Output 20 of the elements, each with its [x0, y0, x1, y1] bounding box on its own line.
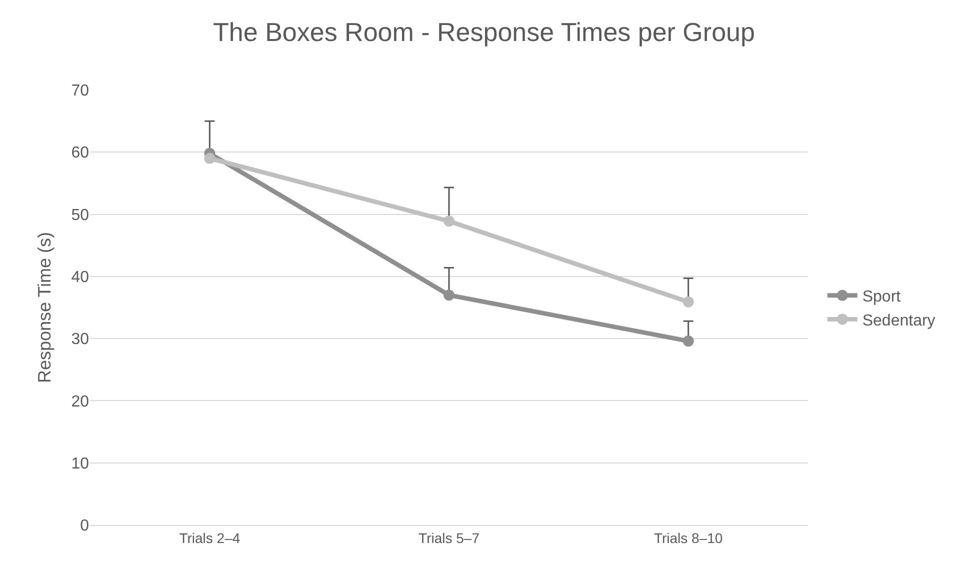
y-tick-label: 60 [71, 144, 90, 162]
point [682, 296, 694, 308]
chart-title: The Boxes Room - Response Times per Group [213, 17, 755, 48]
legend-label: Sport [862, 288, 902, 306]
legend-label: Sedentary [862, 312, 936, 330]
y-tick-label: 0 [80, 518, 90, 535]
x-tick-label: Trials 5–7 [418, 530, 480, 546]
point [682, 336, 694, 347]
y-tick-label: 20 [71, 393, 90, 410]
y-tick-label: 10 [71, 455, 90, 472]
point [444, 290, 454, 301]
y-axis-title: Response Time (s) [34, 232, 54, 384]
y-tick-label: 50 [71, 206, 90, 224]
point [204, 152, 216, 164]
y-tick-label: 70 [71, 82, 90, 100]
x-tick-label: Trials 2–4 [179, 530, 240, 546]
x-tick-label: Trials 8–10 [654, 530, 723, 546]
y-tick-label: 40 [71, 269, 90, 286]
y-tick-label: 30 [71, 331, 90, 348]
point [444, 216, 454, 227]
